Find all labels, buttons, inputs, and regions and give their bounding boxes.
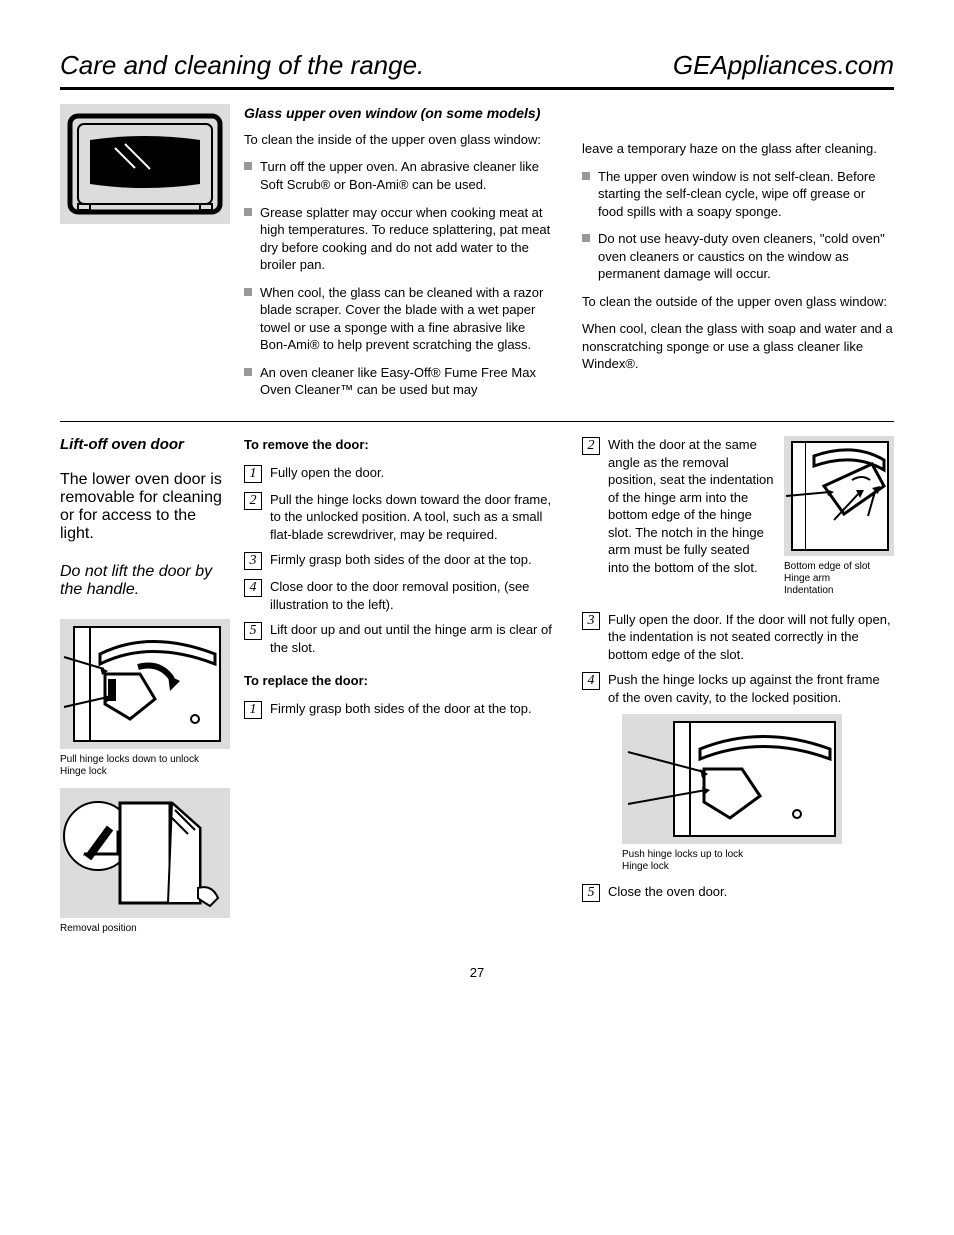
oven-window-illustration xyxy=(60,104,230,409)
hinge-unlock-illustration: Pull hinge locks down to unlock Hinge lo… xyxy=(60,619,230,778)
glass-text: Glass upper oven window (on some models)… xyxy=(244,104,894,409)
glass-column-left: Glass upper oven window (on some models)… xyxy=(244,104,556,409)
step-text: Bottom edge of slot Hinge arm Indentatio… xyxy=(608,436,894,603)
step: 2Pull the hinge locks down toward the do… xyxy=(244,491,556,544)
door-warning: Do not lift the door by the handle. xyxy=(60,563,230,599)
step: 5Close the oven door. xyxy=(582,883,894,902)
bullet-item: Grease splatter may occur when cooking m… xyxy=(244,204,556,274)
step: 3Fully open the door. If the door will n… xyxy=(582,611,894,664)
caption-arm: Hinge arm xyxy=(784,573,894,585)
bullet-continue: leave a temporary haze on the glass afte… xyxy=(582,140,894,158)
bullet-text: Do not use heavy-duty oven cleaners, "co… xyxy=(598,230,894,283)
door-intro: The lower oven door is removable for cle… xyxy=(60,471,230,543)
step-text: Pull the hinge locks down toward the doo… xyxy=(270,491,556,544)
step-text: Firmly grasp both sides of the door at t… xyxy=(270,700,556,719)
glass-column-right: leave a temporary haze on the glass afte… xyxy=(582,104,894,409)
replace-head: To replace the door: xyxy=(244,672,556,690)
glass-outside-lead: To clean the outside of the upper oven g… xyxy=(582,293,894,311)
step-text: Push the hinge locks up against the fron… xyxy=(608,671,894,706)
hinge-arm-illustration: Bottom edge of slot Hinge arm Indentatio… xyxy=(784,436,894,597)
step-text: Lift door up and out until the hinge arm… xyxy=(270,621,556,656)
step-text-inner: With the door at the same angle as the r… xyxy=(608,437,774,575)
caption-hingelock: Hinge lock xyxy=(60,766,230,778)
step: 1Fully open the door. xyxy=(244,464,556,483)
caption-removal: Removal position xyxy=(60,923,230,935)
page-number: 27 xyxy=(60,965,894,980)
caption-unlock: Pull hinge locks down to unlock xyxy=(60,754,230,766)
glass-section: Glass upper oven window (on some models)… xyxy=(60,104,894,409)
bullet-text: An oven cleaner like Easy-Off® Fume Free… xyxy=(260,364,556,399)
page-header: Care and cleaning of the range. GEApplia… xyxy=(60,50,894,81)
step: 2 xyxy=(582,436,894,603)
step: 4Close door to the door removal position… xyxy=(244,578,556,613)
caption-indent: Indentation xyxy=(784,585,894,597)
replace-column: 2 xyxy=(582,436,894,935)
bullet-item: When cool, the glass can be cleaned with… xyxy=(244,284,556,354)
door-heading: Lift-off oven door xyxy=(60,436,230,453)
remove-head: To remove the door: xyxy=(244,436,556,454)
bullet-text: Turn off the upper oven. An abrasive cle… xyxy=(260,158,556,193)
step: 3Firmly grasp both sides of the door at … xyxy=(244,551,556,570)
door-section: Lift-off oven door The lower oven door i… xyxy=(60,436,894,935)
step-text: Fully open the door. xyxy=(270,464,556,483)
step: 4Push the hinge locks up against the fro… xyxy=(582,671,894,706)
caption-slot: Bottom edge of slot xyxy=(784,561,894,573)
step: 5Lift door up and out until the hinge ar… xyxy=(244,621,556,656)
divider xyxy=(60,87,894,90)
step-text: Firmly grasp both sides of the door at t… xyxy=(270,551,556,570)
removal-position-illustration: Removal position xyxy=(60,788,230,935)
bullet-item: An oven cleaner like Easy-Off® Fume Free… xyxy=(244,364,556,399)
bullet-item: Do not use heavy-duty oven cleaners, "co… xyxy=(582,230,894,283)
step-text: Fully open the door. If the door will no… xyxy=(608,611,894,664)
hinge-lock-up-illustration: Push hinge locks up to lock Hinge lock xyxy=(622,714,894,873)
door-illustrations: Lift-off oven door The lower oven door i… xyxy=(60,436,230,935)
caption-lock-up: Push hinge locks up to lock xyxy=(622,849,894,861)
step: 1Firmly grasp both sides of the door at … xyxy=(244,700,556,719)
caption-hingelock2: Hinge lock xyxy=(622,861,894,873)
bullet-text: The upper oven window is not self-clean.… xyxy=(598,168,894,221)
page-url: GEAppliances.com xyxy=(673,50,894,81)
remove-column: To remove the door: 1Fully open the door… xyxy=(244,436,556,935)
bullet-item: Turn off the upper oven. An abrasive cle… xyxy=(244,158,556,193)
glass-lead: To clean the inside of the upper oven gl… xyxy=(244,131,556,149)
step-text: Close the oven door. xyxy=(608,883,894,902)
divider xyxy=(60,421,894,422)
door-text-columns: To remove the door: 1Fully open the door… xyxy=(244,436,894,935)
step-text: Close door to the door removal position,… xyxy=(270,578,556,613)
bullet-item: The upper oven window is not self-clean.… xyxy=(582,168,894,221)
bullet-text: When cool, the glass can be cleaned with… xyxy=(260,284,556,354)
page: Care and cleaning of the range. GEApplia… xyxy=(0,0,954,1020)
bullet-text: Grease splatter may occur when cooking m… xyxy=(260,204,556,274)
glass-heading: Glass upper oven window (on some models) xyxy=(244,104,556,123)
page-title: Care and cleaning of the range. xyxy=(60,50,424,81)
glass-outside-text: When cool, clean the glass with soap and… xyxy=(582,320,894,373)
